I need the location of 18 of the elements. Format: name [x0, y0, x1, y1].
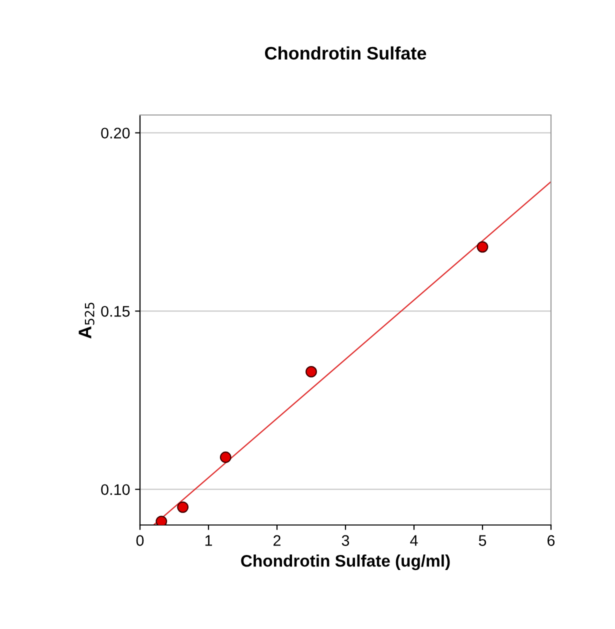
y-tick-label: 0.10	[101, 484, 130, 496]
x-tick-label: 2	[274, 535, 280, 546]
y-tick-label: 0.20	[101, 128, 130, 139]
x-tick-label: 1	[205, 535, 212, 546]
x-tick-label: 5	[478, 535, 486, 546]
x-tick-label: 3	[342, 535, 350, 546]
x-tick-label: 4	[410, 535, 418, 546]
x-axis-title: Chondrotin Sulfate (ug/ml)	[241, 554, 450, 570]
y-tick-label: 0.15	[101, 306, 130, 317]
point	[156, 516, 168, 525]
point	[177, 501, 189, 513]
x-tick-label: 0	[136, 535, 144, 546]
point	[220, 452, 232, 463]
y-axis-title: A$_{525}$	[78, 302, 94, 339]
chart-title: Chondrotin Sulfate	[265, 46, 426, 60]
x-tick-label: 6	[548, 535, 555, 546]
point	[306, 366, 317, 378]
point	[476, 241, 488, 253]
